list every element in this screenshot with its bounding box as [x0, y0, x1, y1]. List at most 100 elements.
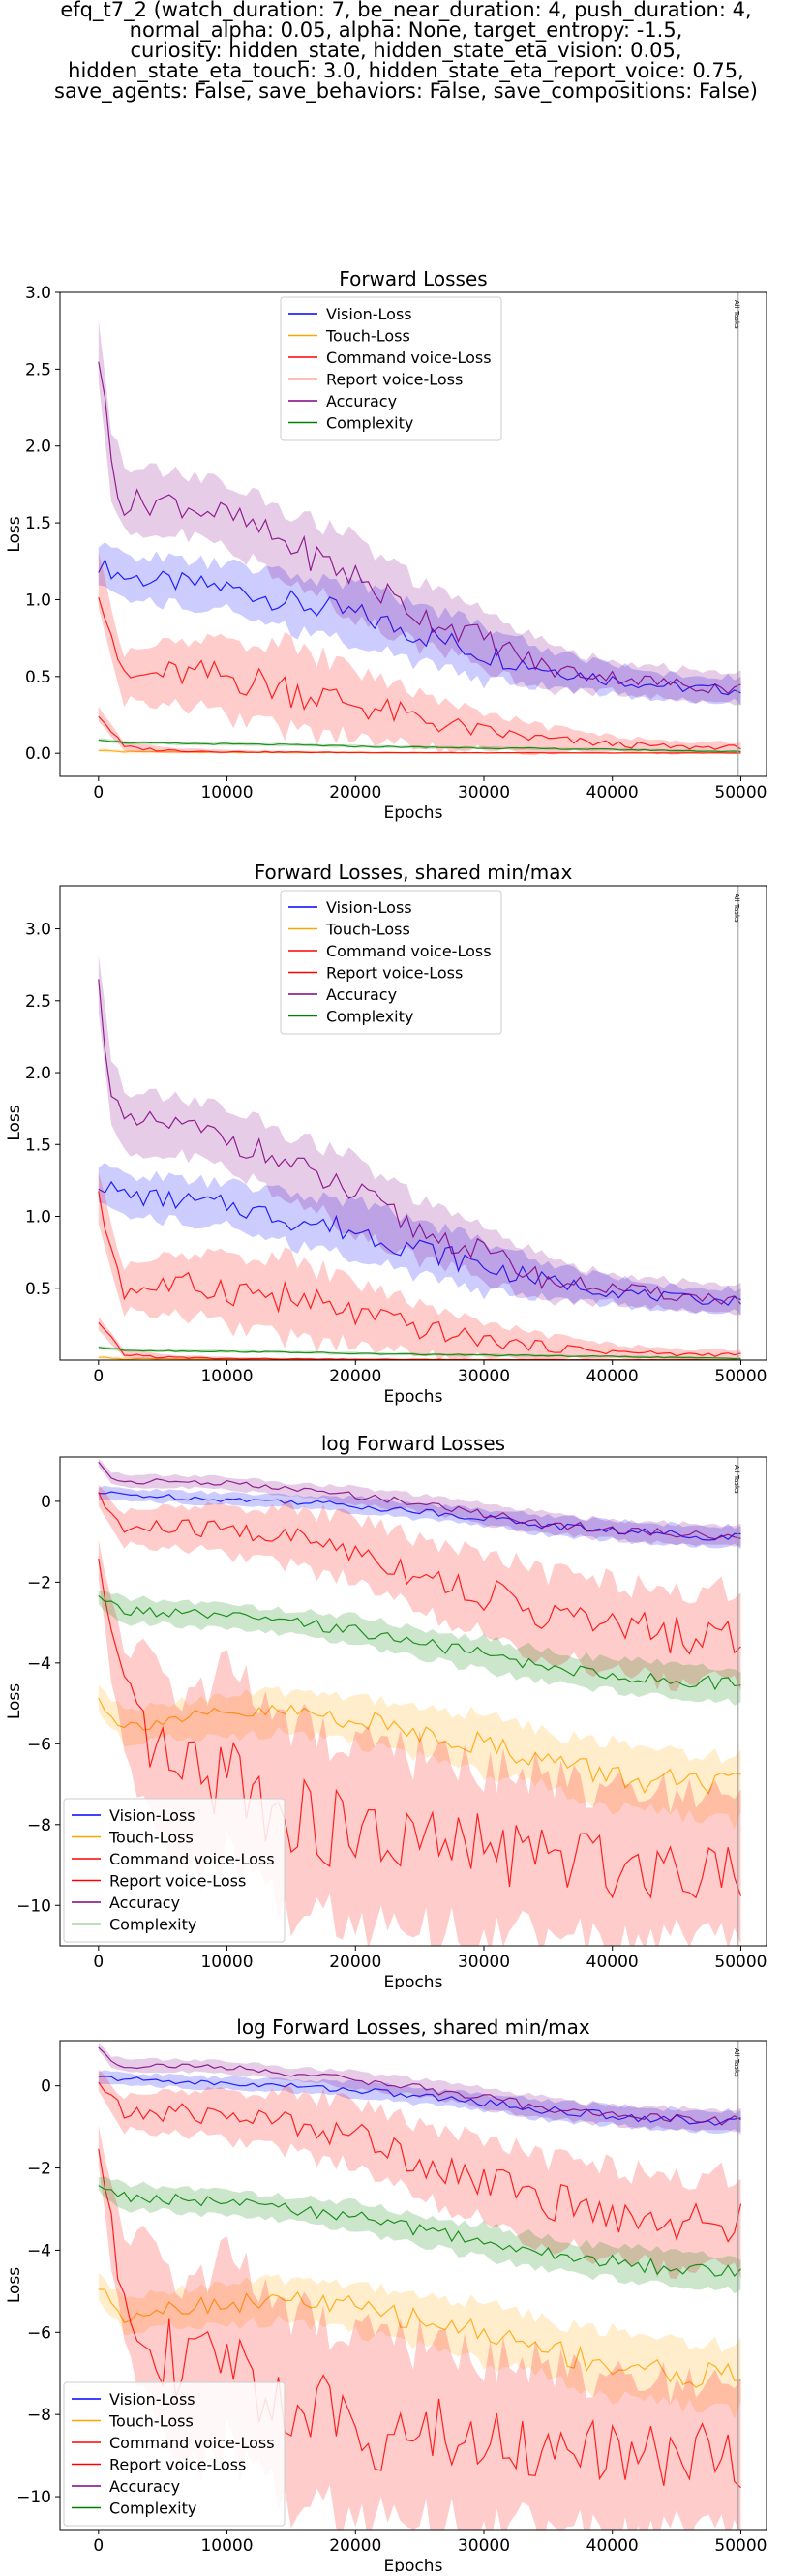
x-tick-label: 30000	[458, 2536, 510, 2556]
y-tick-label: 2.0	[25, 438, 51, 457]
legend-label: Command voice-Loss	[109, 2434, 275, 2452]
series-band	[98, 2042, 741, 2133]
legend: Vision-Loss Touch-Loss Command voice-Loss R…	[63, 2381, 286, 2527]
y-tick-label: −4	[27, 2241, 51, 2260]
legend-box	[280, 890, 502, 1035]
y-tick-label: 1.0	[25, 591, 51, 610]
x-axis-label: Epochs	[384, 803, 443, 823]
series-line	[98, 1492, 741, 1655]
y-tick-label: 3.0	[25, 921, 51, 940]
series-line	[98, 1697, 741, 1795]
legend-label: Command voice-Loss	[326, 942, 492, 960]
x-tick-label: 30000	[458, 783, 510, 803]
legend-label: Command voice-Loss	[326, 349, 492, 367]
x-tick-label: 40000	[586, 1367, 639, 1386]
figure-title: efq_t7_2 (watch_duration: 7, be_near_dur…	[0, 0, 812, 102]
legend-label: Report voice-Loss	[326, 964, 463, 983]
series-line	[98, 558, 741, 696]
legend-label: Complexity	[109, 2500, 196, 2518]
x-tick-label: 50000	[714, 2536, 767, 2556]
legend-box	[63, 2381, 286, 2527]
x-tick-label: 10000	[200, 1367, 253, 1386]
legend-label: Touch-Loss	[325, 921, 410, 939]
plot-frame	[59, 291, 767, 777]
chart-title: log Forward Losses	[321, 1432, 505, 1455]
legend: Vision-Loss Touch-Loss Command voice-Loss R…	[280, 890, 502, 1035]
x-axis-label: Epochs	[384, 1387, 443, 1407]
series-line	[98, 1180, 741, 1307]
figure-title-line: hidden_state_eta_touch: 3.0, hidden_stat…	[68, 59, 744, 82]
series-line	[98, 361, 741, 695]
x-tick-label: 40000	[586, 1953, 639, 1972]
x-axis-label: Epochs	[384, 2557, 443, 2572]
chart-title: Forward Losses, shared min/max	[255, 861, 573, 884]
y-tick-label: 2.5	[25, 992, 51, 1012]
series-line	[98, 1461, 741, 1540]
x-tick-label: 40000	[586, 2536, 639, 2556]
legend-box	[280, 296, 502, 441]
legend: Vision-Loss Touch-Loss Command voice-Loss R…	[280, 296, 502, 441]
task-marker-label: All Tasks	[733, 300, 740, 329]
legend-label: Complexity	[109, 1916, 196, 1934]
series-band	[98, 1485, 741, 1550]
series-line	[98, 1191, 741, 1357]
plot-area	[98, 319, 741, 756]
y-tick-label: 1.5	[25, 514, 51, 533]
figure-title-line: efq_t7_2 (watch_duration: 7, be_near_dur…	[60, 0, 752, 21]
x-tick-label: 0	[93, 2536, 104, 2556]
chart-panel: Forward Losses All Tasks 0 10000 20000 30000 4…	[0, 261, 812, 823]
series-band	[98, 2070, 741, 2135]
legend-label: Vision-Loss	[326, 305, 412, 323]
chart-panel: Forward Losses, shared min/max All Tasks 0…	[0, 847, 812, 1409]
series-line	[98, 1491, 741, 1541]
series-line	[98, 1594, 741, 1691]
legend-label: Report voice-Loss	[109, 2456, 246, 2474]
legend-label: Accuracy	[326, 392, 397, 410]
series-line	[98, 979, 741, 1305]
x-tick-label: 50000	[714, 1953, 767, 1972]
legend-label: Vision-Loss	[109, 1806, 195, 1825]
y-tick-label: −2	[27, 2160, 51, 2179]
plot-frame	[59, 885, 767, 1361]
series-band	[98, 2176, 741, 2294]
y-tick-label: 1.0	[25, 1208, 51, 1227]
x-axis-label: Epochs	[384, 1973, 443, 1989]
y-tick-label: −4	[27, 1654, 51, 1674]
y-tick-label: −10	[16, 1896, 51, 1916]
legend-label: Accuracy	[109, 1894, 180, 1912]
series-band	[98, 552, 741, 756]
chart-panel: log Forward Losses All Tasks 0 10000 20000 30…	[0, 1428, 812, 1992]
x-tick-label: 10000	[200, 2536, 253, 2556]
chart-panel: log Forward Losses, shared min/max All Ta…	[0, 2004, 812, 2576]
series-line	[98, 2081, 742, 2243]
task-marker-label: All Tasks	[733, 894, 740, 923]
y-tick-label: 2.0	[25, 1064, 51, 1083]
legend-label: Vision-Loss	[326, 898, 412, 917]
series-line	[98, 2046, 741, 2126]
y-tick-label: 0	[41, 2077, 51, 2097]
x-tick-label: 30000	[458, 1367, 510, 1386]
series-line	[98, 2185, 741, 2277]
series-band	[98, 1316, 741, 1360]
plot-area	[98, 955, 741, 1360]
y-tick-label: 2.5	[25, 360, 51, 379]
legend-label: Touch-Loss	[325, 327, 410, 346]
task-marker-label: All Tasks	[733, 1465, 740, 1494]
x-tick-label: 10000	[200, 1953, 253, 1972]
series-band	[98, 2069, 741, 2280]
legend-label: Touch-Loss	[108, 1829, 194, 1847]
y-axis-label: Loss	[5, 516, 24, 552]
legend-box	[63, 1798, 286, 1943]
legend-label: Accuracy	[109, 2477, 180, 2496]
y-tick-label: 0.5	[25, 668, 51, 687]
y-tick-label: 3.0	[25, 284, 51, 303]
y-tick-label: 0.5	[25, 1280, 51, 1299]
x-tick-label: 20000	[329, 1953, 381, 1972]
plot-frame	[59, 1456, 767, 1947]
y-tick-label: 0.0	[25, 744, 51, 764]
x-tick-label: 0	[93, 1953, 104, 1972]
series-line	[98, 1558, 742, 1899]
y-tick-label: −6	[27, 2323, 51, 2343]
legend-label: Touch-Loss	[108, 2412, 194, 2431]
series-band	[98, 1684, 741, 1830]
